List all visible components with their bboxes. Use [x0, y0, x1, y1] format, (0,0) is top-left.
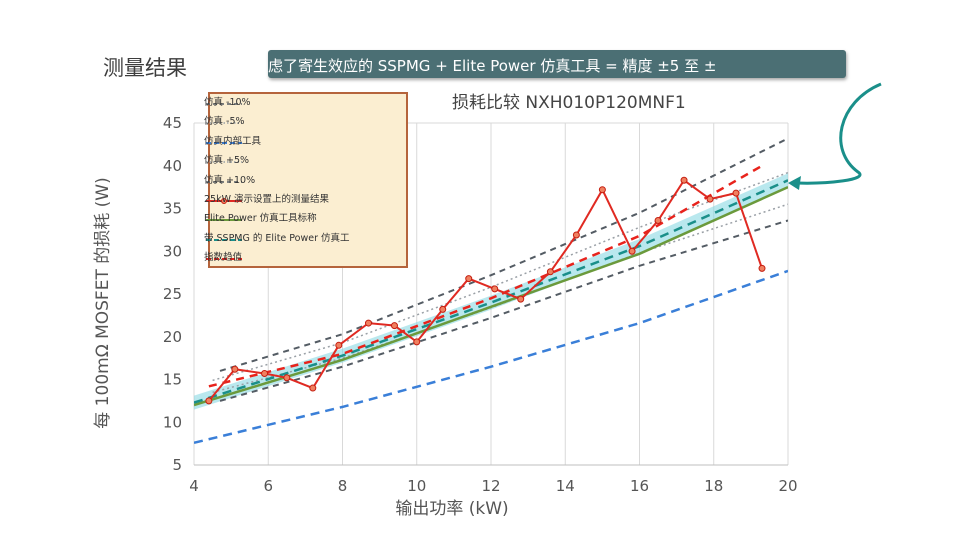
- measured-point: [309, 384, 317, 392]
- sspmg-uncertainty-band: [194, 173, 788, 410]
- measured-point: [261, 370, 269, 378]
- legend-label: Elite Power 仿真工具标称: [204, 213, 317, 225]
- measured-point: [364, 319, 372, 327]
- measured-point: [231, 365, 239, 373]
- x-tick-labels: 4 6 8 10 12 14 16 18 20: [189, 477, 797, 495]
- series-calibration: [194, 185, 788, 407]
- chart-title: 损耗比较 NXH010P120MNF1: [452, 93, 686, 113]
- x-tick-label: 14: [556, 477, 575, 495]
- measured-point: [628, 247, 636, 255]
- x-axis-title: 输出功率 (kW): [395, 499, 508, 519]
- y-tick-label: 40: [163, 157, 182, 175]
- measured-point: [758, 264, 766, 272]
- accuracy-banner: 虑了寄生效应的 SSPMG + Elite Power 仿真工具 = 精度 ±5…: [268, 50, 846, 78]
- plot-area: [194, 137, 788, 445]
- measured-point: [572, 231, 580, 239]
- legend-label: 25kW 演示设置上的测量结果: [204, 194, 330, 205]
- legend-swatch: [206, 238, 242, 241]
- x-tick-label: 18: [704, 477, 723, 495]
- measured-point: [732, 189, 740, 197]
- legend-item: 仿真 -10%: [204, 96, 251, 110]
- measured-point: [706, 195, 714, 203]
- legend-label: 仿真 -5%: [204, 116, 245, 128]
- y-tick-label: 20: [163, 328, 182, 346]
- page-title: 测量结果: [103, 56, 187, 80]
- annotation-arrowhead: [788, 176, 801, 190]
- x-tick-label: 10: [407, 477, 426, 495]
- y-tick-label: 35: [163, 200, 182, 218]
- x-tick-label: 4: [189, 477, 199, 495]
- y-axis-title: 每 100mΩ MOSFET 的损耗 (W): [93, 177, 113, 428]
- legend-swatch: [206, 103, 242, 105]
- measured-point: [491, 285, 499, 293]
- legend-item: 带 SSPMG 的 Elite Power 仿真工: [204, 232, 350, 246]
- annotation-arrow: [795, 82, 882, 185]
- legend-swatch: [206, 258, 242, 261]
- series-sim-plus10: [219, 137, 788, 372]
- measured-point: [413, 338, 421, 346]
- series-measured: [208, 178, 763, 402]
- chart-legend: 仿真 -10% 仿真 -5% 仿真内部工具 仿真 +5% 仿真 +10% 25kW 演示设…: [204, 92, 408, 268]
- legend-label: 仿真 -10%: [204, 97, 251, 108]
- measured-point: [654, 216, 662, 224]
- measured-point: [465, 275, 473, 283]
- measured-point: [439, 305, 447, 313]
- x-tick-label: 12: [481, 477, 500, 495]
- x-tick-label: 16: [630, 477, 649, 495]
- measured-point: [546, 268, 554, 276]
- measured-point: [680, 176, 688, 184]
- legend-item: 25kW 演示设置上的测量结果: [204, 193, 329, 207]
- y-tick-label: 30: [163, 242, 182, 260]
- legend-item: Elite Power 仿真工具标称: [204, 212, 317, 226]
- legend-swatch: [206, 219, 242, 222]
- banner-text: 虑了寄生效应的 SSPMG + Elite Power 仿真工具 = 精度 ±5…: [268, 57, 717, 75]
- legend-label: 仿真内部工具: [204, 135, 262, 147]
- measured-point: [283, 374, 291, 382]
- legend-label: 仿真 +10%: [204, 174, 256, 186]
- y-tick-label: 45: [163, 114, 182, 132]
- legend-label: 仿真 +5%: [204, 155, 250, 167]
- series-sim-plus5: [212, 171, 788, 382]
- legend-label: 指数趋值: [204, 252, 243, 264]
- x-tick-label: 6: [263, 477, 273, 495]
- y-tick-label: 5: [172, 456, 182, 474]
- series-sim-internal: [194, 269, 788, 445]
- x-tick-label: 8: [338, 477, 348, 495]
- legend-label: 带 SSPMG 的 Elite Power 仿真工: [204, 232, 350, 244]
- x-tick-label: 20: [778, 477, 797, 495]
- measured-point: [205, 397, 213, 405]
- y-tick-label: 25: [163, 285, 182, 303]
- legend-swatch: [206, 161, 242, 163]
- legend-swatch: [206, 141, 242, 144]
- legend-swatch: [206, 122, 242, 125]
- legend-swatch: [206, 180, 242, 183]
- measured-point: [390, 322, 398, 330]
- legend-item: 指数趋值: [204, 251, 242, 265]
- series-sspmg: [194, 179, 788, 404]
- legend-item: 仿真内部工具: [204, 135, 261, 149]
- legend-swatch: [206, 198, 242, 204]
- legend-item: 仿真 +5%: [204, 154, 249, 168]
- y-tick-label: 10: [163, 413, 182, 431]
- y-tick-label: 15: [163, 371, 182, 389]
- measured-point: [598, 186, 606, 194]
- series-exp-trend: [208, 164, 763, 388]
- legend-item: 仿真 -5%: [204, 115, 245, 129]
- measured-point: [335, 341, 343, 349]
- measured-point: [517, 295, 525, 303]
- legend-item: 仿真 +10%: [204, 174, 255, 188]
- y-tick-labels: 5 10 15 20 25 30 35 40 45: [163, 114, 182, 474]
